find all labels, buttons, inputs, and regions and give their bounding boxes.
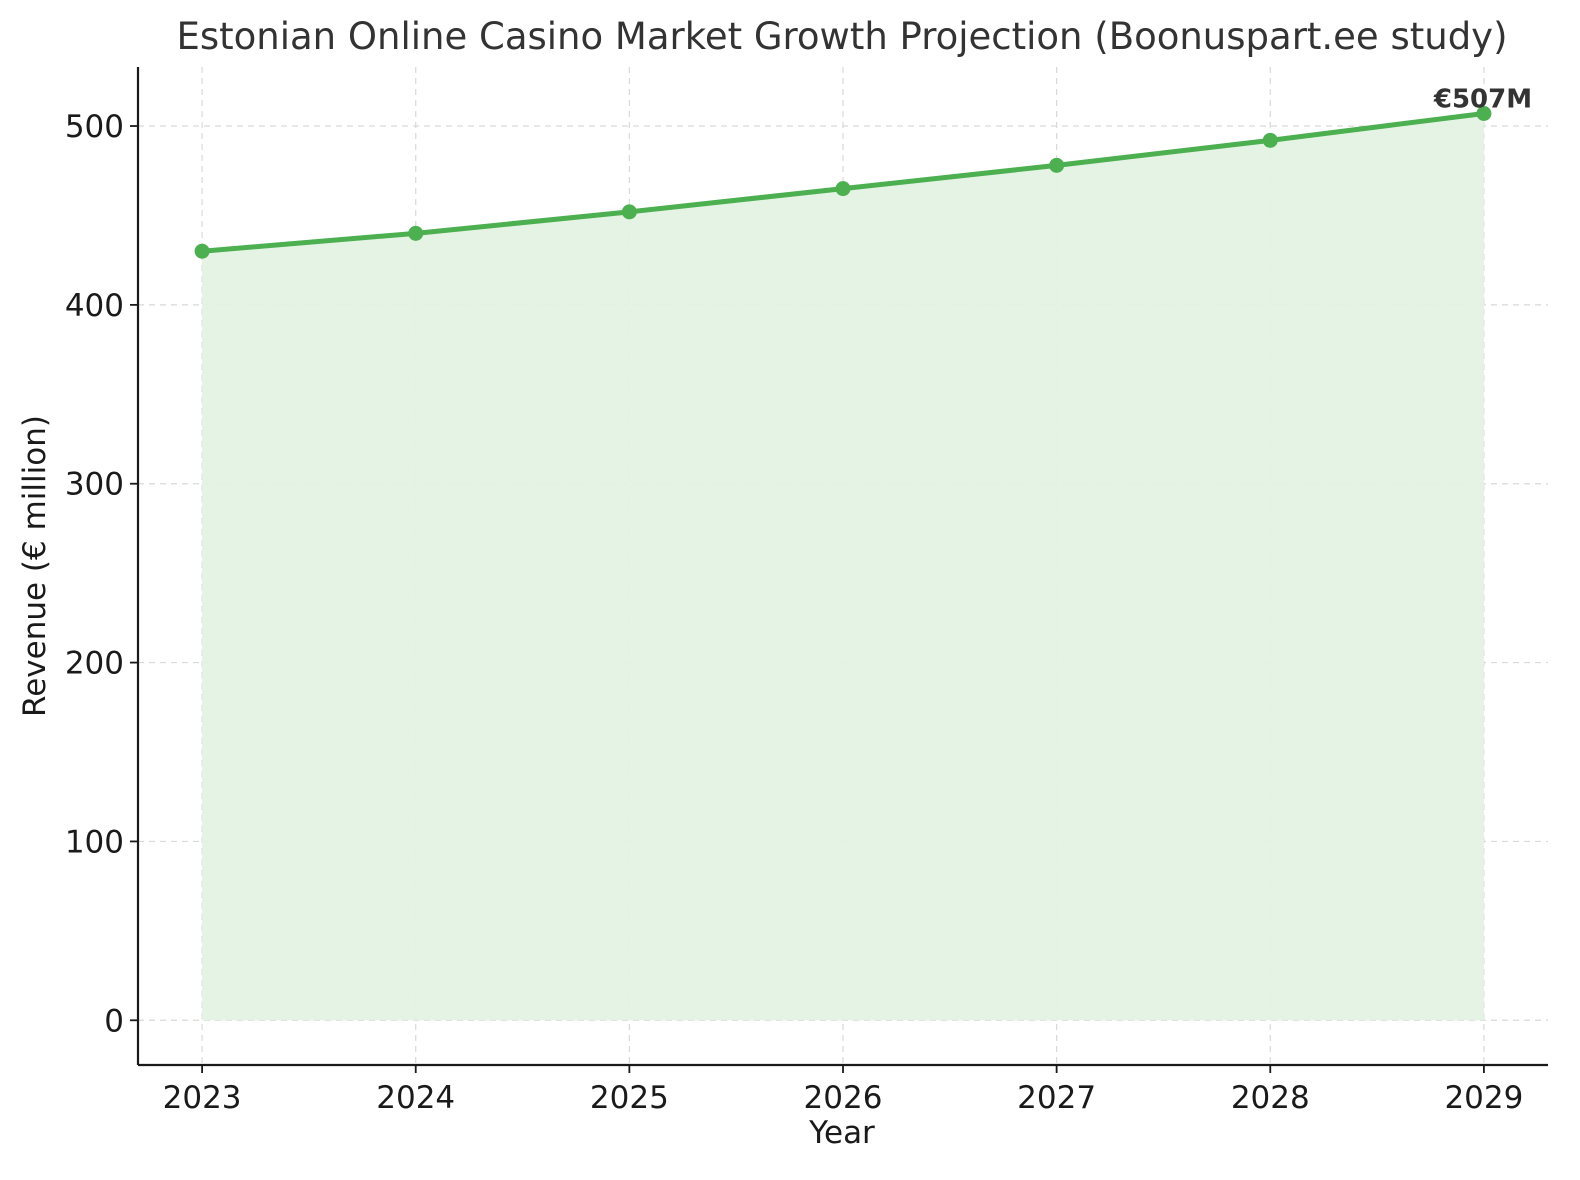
data-point-2023 [194,243,210,259]
y-tick-label-200: 200 [65,646,124,682]
x-tick-label-2023: 2023 [163,1080,242,1116]
x-axis-label: Year [808,1115,875,1151]
y-tick-label-100: 100 [65,824,124,860]
x-tick-label-2024: 2024 [376,1080,455,1116]
x-tick-label-2025: 2025 [590,1080,669,1116]
data-point-2026 [835,181,851,197]
x-tick-label-2029: 2029 [1444,1080,1523,1116]
data-point-2025 [621,204,637,220]
y-tick-label-300: 300 [65,467,124,503]
y-tick-label-500: 500 [65,109,124,145]
last-value-annotation: €507M [1433,85,1532,115]
y-tick-label-400: 400 [65,288,124,324]
y-tick-label-0: 0 [104,1003,124,1039]
chart-title: Estonian Online Casino Market Growth Pro… [176,15,1507,58]
data-point-2027 [1049,157,1065,173]
x-tick-label-2027: 2027 [1017,1080,1096,1116]
x-tick-label-2028: 2028 [1231,1080,1310,1116]
tick-labels: 0 100 200 300 400 500 2023 2024 2025 2026 2027 2028… [65,109,1524,1116]
x-tick-label-2026: 2026 [804,1080,883,1116]
revenue-area-fill [202,113,1484,1021]
y-axis-label: Revenue (€ million) [17,415,53,717]
data-points [194,106,1492,259]
data-point-2028 [1262,132,1278,148]
data-point-2029 [1476,106,1492,122]
data-point-2024 [408,225,424,241]
